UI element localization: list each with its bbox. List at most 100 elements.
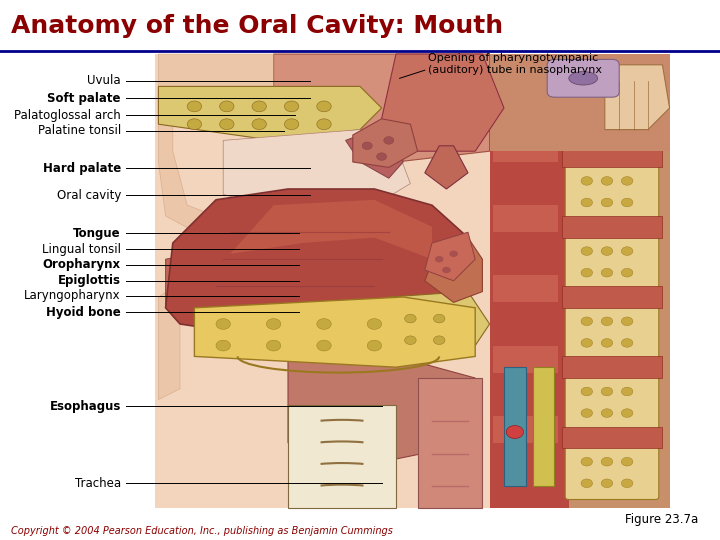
Polygon shape xyxy=(230,200,432,259)
Polygon shape xyxy=(194,297,475,367)
Text: Epiglottis: Epiglottis xyxy=(58,274,121,287)
Circle shape xyxy=(621,198,633,207)
Bar xyxy=(562,356,662,378)
Circle shape xyxy=(317,340,331,351)
Bar xyxy=(562,286,662,308)
Circle shape xyxy=(601,128,613,137)
Circle shape xyxy=(220,119,234,130)
Circle shape xyxy=(601,177,613,185)
Polygon shape xyxy=(274,54,490,162)
Polygon shape xyxy=(490,65,569,508)
Circle shape xyxy=(621,387,633,396)
Circle shape xyxy=(601,247,613,255)
Polygon shape xyxy=(158,86,382,140)
Polygon shape xyxy=(425,238,482,302)
Circle shape xyxy=(367,340,382,351)
Polygon shape xyxy=(166,189,468,335)
Circle shape xyxy=(621,268,633,277)
Text: Hyoid bone: Hyoid bone xyxy=(46,306,121,319)
Circle shape xyxy=(405,314,416,323)
Polygon shape xyxy=(158,54,274,400)
Polygon shape xyxy=(425,232,475,281)
Circle shape xyxy=(621,339,633,347)
Circle shape xyxy=(601,457,613,466)
Circle shape xyxy=(621,479,633,488)
FancyBboxPatch shape xyxy=(565,89,659,148)
Text: Hard palate: Hard palate xyxy=(42,162,121,175)
Text: Palatine tonsil: Palatine tonsil xyxy=(37,124,121,137)
Text: Opening of pharyngotympanic
(auditory) tube in nasopharynx: Opening of pharyngotympanic (auditory) t… xyxy=(428,53,603,75)
Text: Esophagus: Esophagus xyxy=(50,400,121,413)
Polygon shape xyxy=(288,351,475,459)
Circle shape xyxy=(581,247,593,255)
Circle shape xyxy=(284,119,299,130)
Circle shape xyxy=(187,119,202,130)
Text: Palatoglossal arch: Palatoglossal arch xyxy=(14,109,121,122)
Polygon shape xyxy=(418,378,482,508)
Circle shape xyxy=(266,340,281,351)
Text: Oropharynx: Oropharynx xyxy=(42,258,121,271)
FancyBboxPatch shape xyxy=(565,230,659,289)
Circle shape xyxy=(367,319,382,329)
Circle shape xyxy=(621,457,633,466)
Bar xyxy=(493,416,558,443)
Bar xyxy=(493,346,558,373)
Circle shape xyxy=(284,101,299,112)
Bar xyxy=(562,427,662,448)
Circle shape xyxy=(581,198,593,207)
Polygon shape xyxy=(166,243,360,324)
Circle shape xyxy=(601,198,613,207)
FancyBboxPatch shape xyxy=(565,440,659,500)
Text: Figure 23.7a: Figure 23.7a xyxy=(625,514,698,526)
Circle shape xyxy=(601,479,613,488)
Text: Lingual tonsil: Lingual tonsil xyxy=(42,243,121,256)
Polygon shape xyxy=(389,292,490,356)
Circle shape xyxy=(317,319,331,329)
Bar xyxy=(493,205,558,232)
Circle shape xyxy=(601,317,613,326)
Polygon shape xyxy=(346,130,403,178)
Circle shape xyxy=(601,387,613,396)
Circle shape xyxy=(405,336,416,345)
Polygon shape xyxy=(155,54,662,508)
FancyBboxPatch shape xyxy=(547,59,619,97)
Circle shape xyxy=(581,387,593,396)
Circle shape xyxy=(581,457,593,466)
Circle shape xyxy=(581,177,593,185)
Text: Uvula: Uvula xyxy=(87,75,121,87)
Circle shape xyxy=(442,267,451,273)
FancyBboxPatch shape xyxy=(565,300,659,359)
Circle shape xyxy=(506,426,523,438)
Circle shape xyxy=(317,101,331,112)
Circle shape xyxy=(581,106,593,115)
Circle shape xyxy=(621,128,633,137)
Circle shape xyxy=(449,251,458,257)
Polygon shape xyxy=(382,54,504,151)
Circle shape xyxy=(216,340,230,351)
Circle shape xyxy=(621,177,633,185)
Circle shape xyxy=(433,336,445,345)
Text: Oral cavity: Oral cavity xyxy=(57,189,121,202)
Polygon shape xyxy=(497,54,670,508)
Polygon shape xyxy=(490,54,670,151)
Circle shape xyxy=(435,256,444,262)
Circle shape xyxy=(621,409,633,417)
Ellipse shape xyxy=(569,71,598,85)
Polygon shape xyxy=(562,54,670,508)
Circle shape xyxy=(581,409,593,417)
Circle shape xyxy=(621,317,633,326)
Polygon shape xyxy=(533,367,554,486)
Circle shape xyxy=(581,339,593,347)
Circle shape xyxy=(601,106,613,115)
Text: Laryngopharynx: Laryngopharynx xyxy=(24,289,121,302)
FancyBboxPatch shape xyxy=(565,370,659,429)
Circle shape xyxy=(252,119,266,130)
Text: Tongue: Tongue xyxy=(73,227,121,240)
Polygon shape xyxy=(504,367,526,486)
Circle shape xyxy=(266,319,281,329)
Bar xyxy=(562,146,662,167)
Circle shape xyxy=(384,137,394,144)
Circle shape xyxy=(601,339,613,347)
Polygon shape xyxy=(288,405,396,508)
Circle shape xyxy=(362,142,372,150)
